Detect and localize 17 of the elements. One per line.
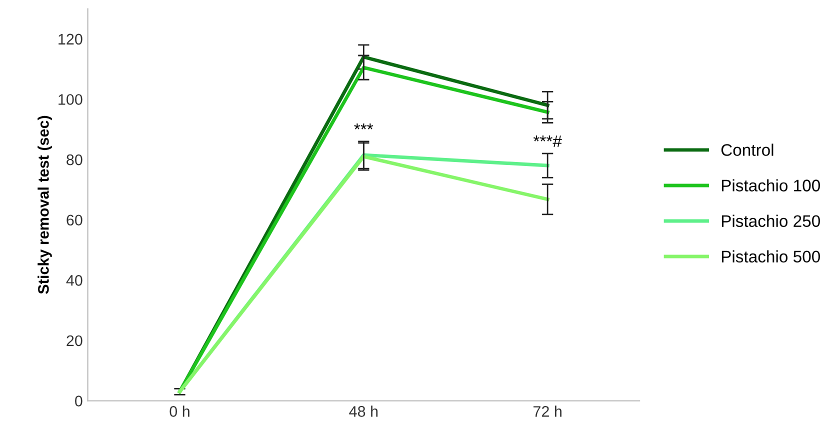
y-tick-label: 20 bbox=[66, 335, 82, 346]
legend-label: Pistachio 100 bbox=[722, 179, 820, 192]
annotation: *** bbox=[354, 124, 374, 130]
y-tick-label: 0 bbox=[75, 396, 82, 406]
y-tick-label: 80 bbox=[66, 154, 82, 166]
legend-label: Control bbox=[721, 144, 774, 156]
x-tick-label: 72 h bbox=[533, 406, 562, 417]
legend-label: Pistachio 500 bbox=[722, 250, 820, 263]
y-tick-label: 100 bbox=[58, 94, 82, 105]
y-axis-title: Sticky removal test (sec) bbox=[38, 116, 52, 294]
legend-label: Pistachio 250 bbox=[722, 214, 820, 228]
annotation: ***# bbox=[533, 136, 562, 148]
y-tick-label: 120 bbox=[58, 34, 82, 45]
x-tick-label: 0 h bbox=[170, 406, 190, 417]
y-tick-label: 40 bbox=[66, 275, 82, 286]
x-tick-label: 48 h bbox=[349, 406, 378, 417]
y-tick-label: 60 bbox=[66, 214, 82, 226]
